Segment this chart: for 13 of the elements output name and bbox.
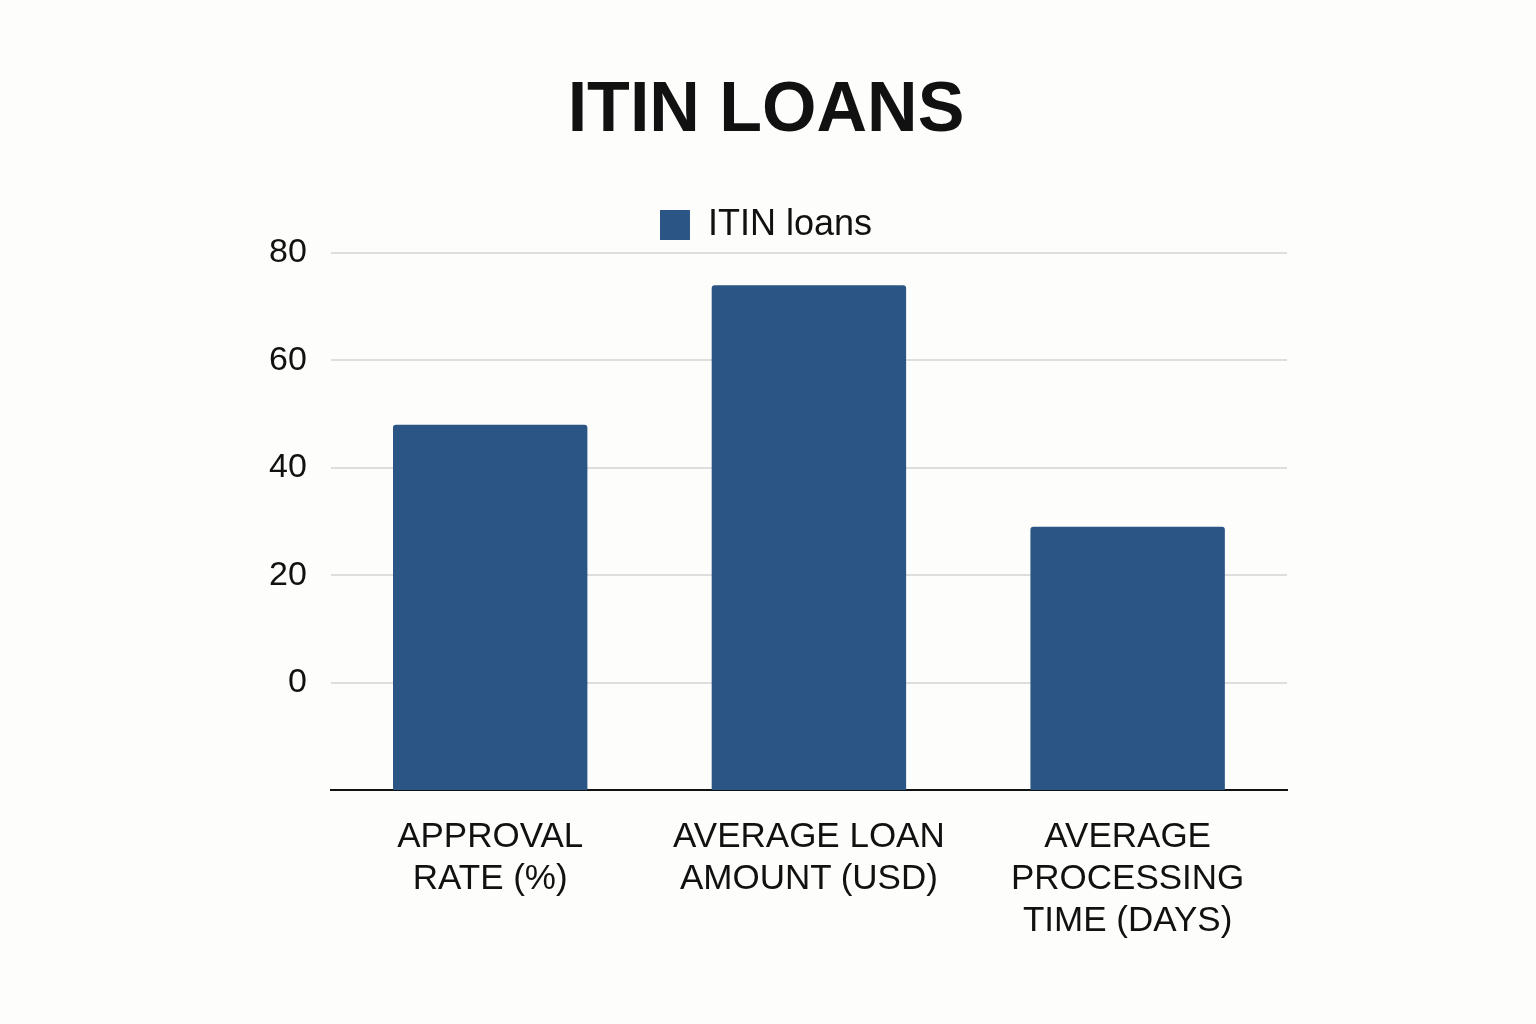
bar: [711, 285, 907, 790]
y-tick-label: 60: [268, 338, 307, 377]
chart-title: ITIN LOANS: [567, 68, 965, 147]
legend-label: ITIN loans: [707, 201, 873, 243]
x-tick-label: AVERAGE PROCESSING TIME (DAYS): [1010, 814, 1245, 938]
x-tick-label: APPROVAL RATE (%): [397, 814, 584, 896]
y-tick-label: 0: [287, 660, 307, 699]
x-tick-label: AVERAGE LOAN AMOUNT (USD): [673, 814, 945, 896]
y-tick-label: 40: [268, 446, 307, 485]
bar: [1030, 526, 1225, 790]
y-tick-label: 20: [268, 553, 307, 592]
bar: [392, 424, 588, 790]
y-tick-label: 80: [268, 231, 307, 270]
